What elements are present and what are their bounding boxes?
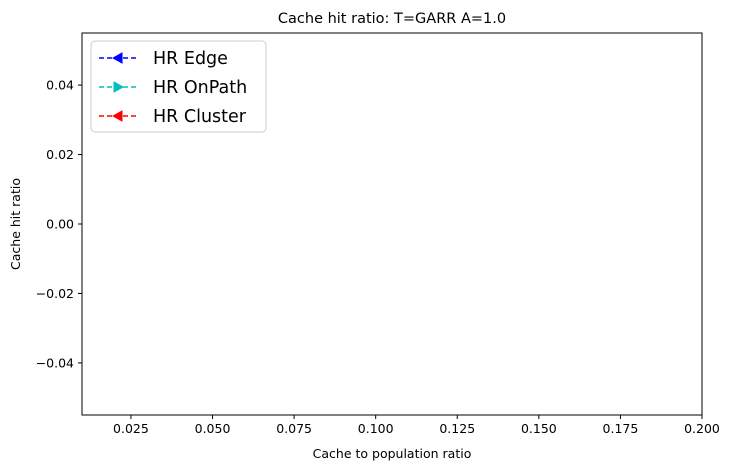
y-tick-label: −0.04 — [36, 355, 74, 370]
y-axis: 0.04 0.02 0.00 −0.02 −0.04 — [36, 78, 82, 370]
legend-frame — [90, 40, 267, 133]
legend-label: HR OnPath — [153, 78, 247, 98]
y-tick-label: −0.02 — [36, 286, 74, 301]
legend-entry: HR Cluster — [99, 107, 247, 127]
series-marker — [111, 110, 123, 122]
x-tick-label: 0.075 — [276, 421, 312, 436]
x-tick-label: 0.050 — [195, 421, 231, 436]
y-axis-label: Cache hit ratio — [8, 178, 23, 270]
x-tick-label: 0.200 — [684, 421, 720, 436]
x-tick-label: 0.025 — [113, 421, 149, 436]
x-tick-label: 0.125 — [439, 421, 475, 436]
legend-entry: HR Edge — [99, 49, 228, 69]
legend-label: HR Cluster — [153, 107, 247, 127]
y-tick-label: 0.02 — [46, 147, 74, 162]
y-tick-label: 0.04 — [46, 78, 74, 93]
x-axis-label: Cache to population ratio — [313, 446, 472, 461]
legend-entry: HR OnPath — [99, 78, 247, 98]
x-tick-label: 0.175 — [603, 421, 639, 436]
series-marker — [111, 52, 123, 64]
x-tick-label: 0.100 — [358, 421, 394, 436]
plot-area: 0.025 0.050 0.075 0.100 0.125 0.150 0.175 0.200… — [36, 32, 720, 436]
chart-title: Cache hit ratio: T=GARR A=1.0 — [278, 11, 506, 27]
y-tick-label: 0.00 — [46, 217, 74, 232]
legend: HR Edge HR OnPath HR Cluster — [90, 40, 267, 133]
legend-label: HR Edge — [153, 49, 228, 69]
x-axis: 0.025 0.050 0.075 0.100 0.125 0.150 0.175 0.200 — [113, 415, 720, 436]
series-marker — [113, 81, 125, 93]
x-tick-label: 0.150 — [521, 421, 557, 436]
